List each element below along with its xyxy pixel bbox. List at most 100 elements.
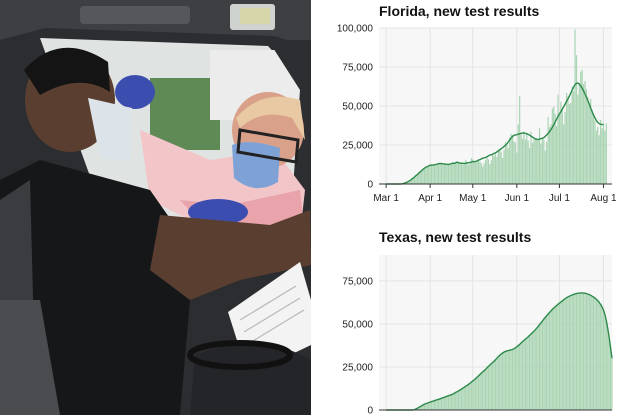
- data-bar: [546, 141, 548, 184]
- data-bar: [595, 299, 597, 410]
- data-bar: [469, 383, 471, 410]
- data-bar: [605, 123, 607, 184]
- data-bar: [526, 338, 528, 410]
- data-bar: [506, 350, 508, 410]
- data-bar: [493, 155, 495, 184]
- data-bar: [460, 163, 462, 184]
- data-bar: [602, 310, 605, 410]
- data-bar: [587, 96, 589, 184]
- x-tick-label: Mar 1: [373, 193, 399, 204]
- data-bar: [594, 298, 596, 410]
- data-bar: [408, 181, 410, 184]
- data-bar: [533, 331, 535, 410]
- data-bar: [503, 352, 505, 410]
- data-bar: [413, 176, 416, 184]
- data-bar: [494, 359, 497, 410]
- data-bar: [513, 348, 515, 410]
- data-bar: [419, 406, 421, 410]
- data-bar: [550, 310, 552, 410]
- data-bar: [541, 320, 543, 410]
- data-bar: [435, 400, 437, 410]
- data-bar: [577, 94, 579, 184]
- data-bar: [582, 293, 585, 410]
- data-bar: [480, 163, 482, 184]
- data-bar: [580, 292, 582, 410]
- data-bar: [455, 392, 457, 410]
- data-bar: [490, 160, 492, 184]
- data-bar: [537, 138, 539, 184]
- data-bar: [452, 163, 454, 184]
- data-bar: [558, 303, 561, 410]
- data-bar: [578, 293, 580, 410]
- data-bar: [500, 354, 502, 410]
- data-bar: [450, 163, 453, 184]
- data-bar: [564, 298, 566, 410]
- data-bar: [510, 349, 512, 410]
- data-bar: [418, 407, 420, 410]
- data-bar: [419, 171, 421, 184]
- data-bar: [436, 164, 438, 184]
- data-bar: [416, 174, 418, 184]
- data-bar: [502, 157, 504, 184]
- data-bar: [570, 295, 572, 410]
- y-tick-label: 25,000: [342, 362, 373, 373]
- data-bar: [538, 128, 541, 184]
- data-bar: [497, 356, 499, 410]
- data-bar: [595, 130, 597, 184]
- data-bar: [587, 294, 589, 410]
- data-bar: [445, 396, 447, 410]
- texas-chart-plot: 0 25,000 50,000 75,000: [342, 255, 613, 415]
- data-bar: [553, 106, 555, 184]
- data-bar: [600, 304, 602, 410]
- data-bar: [575, 293, 578, 410]
- data-bar: [534, 138, 536, 184]
- florida-chart-plot: 0 25,000 50,000 75,000 100,000 Mar 1 Apr 1 May …: [337, 24, 617, 205]
- data-bar: [456, 391, 458, 410]
- data-bar: [538, 324, 541, 410]
- data-bar: [445, 164, 447, 184]
- data-bar: [597, 300, 599, 410]
- data-bar: [531, 142, 534, 184]
- data-bar: [601, 307, 603, 410]
- data-bar: [527, 140, 529, 184]
- data-bar: [544, 317, 546, 410]
- average-line: [386, 292, 613, 411]
- data-bar: [574, 29, 576, 185]
- data-bar: [561, 300, 563, 410]
- data-bar: [470, 382, 472, 410]
- data-bar: [546, 315, 548, 410]
- x-tick-label: Jun 1: [505, 193, 530, 204]
- data-bar: [573, 294, 575, 410]
- data-bar: [496, 358, 498, 410]
- data-bar: [462, 388, 464, 410]
- data-bar: [416, 408, 418, 410]
- data-bar: [555, 126, 558, 184]
- data-bar: [602, 123, 605, 184]
- y-tick-label: 75,000: [342, 276, 373, 287]
- data-bar: [571, 86, 573, 184]
- data-bar: [418, 173, 420, 184]
- data-bar: [585, 293, 588, 410]
- data-bar: [449, 164, 451, 184]
- data-bar: [479, 374, 481, 410]
- data-bar: [482, 371, 484, 410]
- data-bar: [480, 373, 482, 410]
- data-bar: [453, 393, 455, 410]
- data-bar: [421, 170, 423, 184]
- data-bar: [483, 370, 485, 410]
- data-bar: [466, 162, 468, 184]
- data-bar: [573, 91, 575, 184]
- data-bar: [442, 163, 444, 184]
- data-bar: [520, 134, 522, 184]
- data-bar: [477, 375, 480, 410]
- data-bar: [499, 355, 501, 410]
- data-bar: [409, 180, 411, 184]
- data-bar: [588, 103, 590, 184]
- data-bar: [479, 161, 481, 184]
- data-bar: [472, 159, 474, 184]
- data-bar: [432, 401, 434, 410]
- data-bar: [536, 139, 538, 184]
- data-bar: [577, 293, 579, 410]
- data-bar: [523, 340, 525, 410]
- data-bar: [423, 168, 426, 184]
